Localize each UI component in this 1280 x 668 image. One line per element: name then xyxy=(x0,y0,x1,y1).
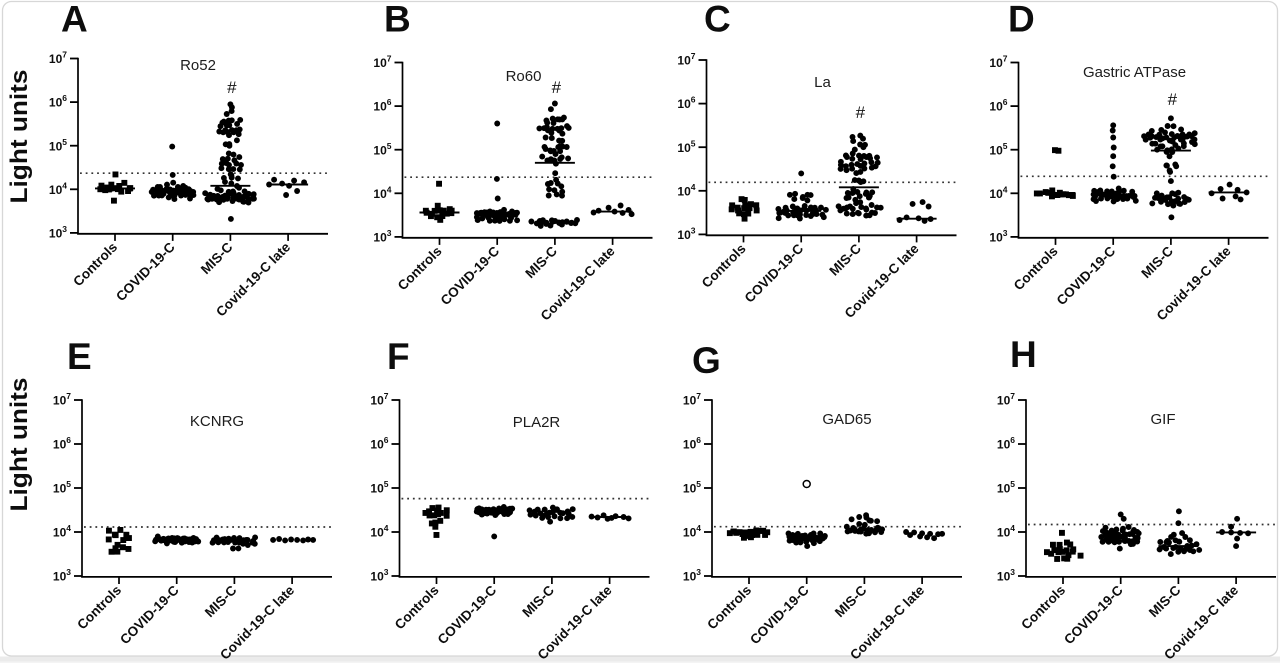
svg-text:G: G xyxy=(692,340,721,381)
svg-text:Ro60: Ro60 xyxy=(506,68,542,85)
svg-text:C: C xyxy=(704,0,731,40)
svg-text:H: H xyxy=(1010,334,1037,375)
svg-text:Light units: Light units xyxy=(6,378,33,512)
svg-text:GAD65: GAD65 xyxy=(822,411,871,428)
svg-text:#: # xyxy=(552,78,562,97)
svg-text:GIF: GIF xyxy=(1151,411,1176,428)
svg-text:E: E xyxy=(67,336,92,377)
svg-text:F: F xyxy=(387,336,410,377)
svg-text:Ro52: Ro52 xyxy=(180,57,216,74)
svg-text:Light units: Light units xyxy=(6,70,33,204)
svg-text:Gastric ATPase: Gastric ATPase xyxy=(1083,64,1186,81)
svg-text:PLA2R: PLA2R xyxy=(513,414,561,431)
svg-text:KCNRG: KCNRG xyxy=(190,413,244,430)
svg-text:#: # xyxy=(227,78,237,97)
svg-text:B: B xyxy=(384,0,411,40)
svg-text:#: # xyxy=(1168,90,1178,109)
svg-text:D: D xyxy=(1008,0,1035,40)
svg-text:A: A xyxy=(61,0,88,40)
svg-text:La: La xyxy=(814,74,831,91)
svg-text:#: # xyxy=(856,103,866,122)
